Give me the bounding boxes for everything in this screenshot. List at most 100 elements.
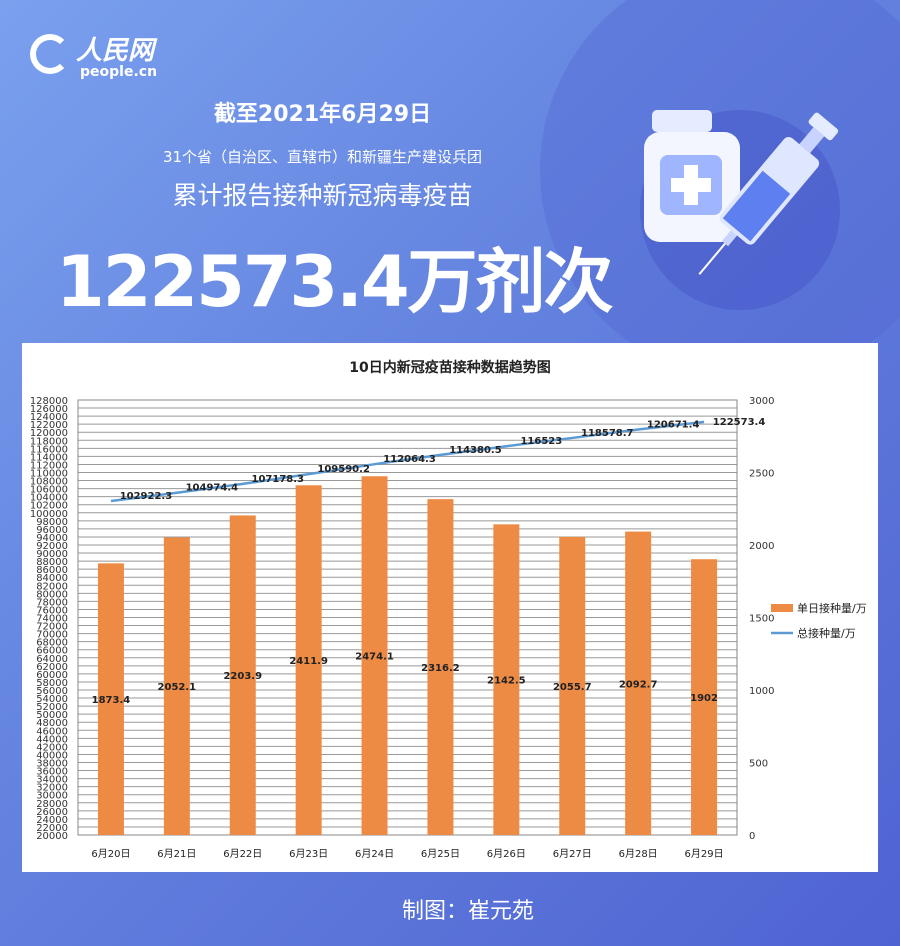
line-data-label: 107178.3 xyxy=(251,474,304,485)
left-tick-label: 34000 xyxy=(36,775,68,786)
left-tick-label: 98000 xyxy=(36,517,68,528)
left-tick-label: 22000 xyxy=(36,823,68,834)
x-tick-label: 6月21日 xyxy=(157,848,196,860)
line-data-label: 109590.2 xyxy=(317,464,370,475)
bar xyxy=(625,531,652,835)
right-tick-label: 1000 xyxy=(749,686,774,697)
left-tick-label: 20000 xyxy=(36,831,68,842)
left-tick-label: 116000 xyxy=(30,444,68,455)
plot-area xyxy=(77,399,738,836)
chart: 10日内新冠疫苗接种数据趋势图 2000022000240002600028000… xyxy=(30,359,867,860)
left-tick-label: 100000 xyxy=(30,509,68,520)
line-data-label: 118578.7 xyxy=(581,428,634,439)
scope-text: 31个省（自治区、直辖市）和新疆生产建设兵团 xyxy=(162,148,483,166)
left-tick-label: 114000 xyxy=(30,452,68,463)
x-tick-label: 6月20日 xyxy=(91,848,130,860)
left-tick-label: 44000 xyxy=(36,734,68,745)
bar xyxy=(691,559,718,835)
left-tick-label: 94000 xyxy=(36,533,68,544)
left-tick-label: 96000 xyxy=(36,525,68,536)
bar-data-label: 2142.5 xyxy=(487,676,526,687)
left-tick-label: 46000 xyxy=(36,726,68,737)
chart-panel: 10日内新冠疫苗接种数据趋势图 20000 22000 24000 26000 28000… xyxy=(22,343,878,872)
bar-data-label: 2092.7 xyxy=(619,679,658,690)
subtitle: 累计报告接种新冠病毒疫苗 xyxy=(172,181,473,210)
x-tick-label: 6月23日 xyxy=(289,848,328,860)
left-tick-label: 92000 xyxy=(36,541,68,552)
x-tick-label: 6月29日 xyxy=(685,848,724,860)
left-tick-label: 28000 xyxy=(36,799,68,810)
left-tick-label: 26000 xyxy=(36,807,68,818)
left-tick-label: 66000 xyxy=(36,646,68,657)
bar xyxy=(493,524,520,835)
bar-data-label: 2052.1 xyxy=(158,682,197,693)
left-tick-label: 122000 xyxy=(30,420,68,431)
credit: 制图：崔元苑 xyxy=(401,899,534,924)
right-tick-label: 3000 xyxy=(749,396,774,407)
bar-data-label: 2055.7 xyxy=(553,682,592,693)
bar-data-label: 2411.9 xyxy=(289,656,328,667)
logo-icon xyxy=(30,34,70,74)
line-data-label: 112064.3 xyxy=(383,454,436,465)
left-tick-label: 118000 xyxy=(30,436,68,447)
left-tick-label: 88000 xyxy=(36,557,68,568)
vaccine-syringe-illustration xyxy=(644,110,839,275)
bar xyxy=(559,536,586,835)
line-data-label: 102922.3 xyxy=(120,491,173,502)
left-tick-label: 64000 xyxy=(36,654,68,665)
left-tick-label: 50000 xyxy=(36,710,68,721)
left-tick-label: 74000 xyxy=(36,614,68,625)
left-tick-label: 112000 xyxy=(30,460,68,471)
left-tick-label: 76000 xyxy=(36,605,68,616)
line-data-label: 104974.4 xyxy=(186,483,239,494)
left-tick-label: 48000 xyxy=(36,718,68,729)
left-tick-label: 62000 xyxy=(36,662,68,673)
left-tick-label: 82000 xyxy=(36,581,68,592)
date-heading: 截至2021年6月29日 xyxy=(213,102,432,127)
left-tick-label: 38000 xyxy=(36,759,68,770)
left-tick-label: 42000 xyxy=(36,742,68,753)
x-tick-label: 6月28日 xyxy=(619,848,658,860)
bar xyxy=(361,476,388,835)
left-tick-label: 24000 xyxy=(36,815,68,826)
left-tick-label: 84000 xyxy=(36,573,68,584)
left-tick-label: 106000 xyxy=(30,485,68,496)
left-tick-label: 72000 xyxy=(36,622,68,633)
left-tick-label: 108000 xyxy=(30,477,68,488)
chart-title: 10日内新冠疫苗接种数据趋势图 xyxy=(349,359,550,376)
bar-data-label: 2316.2 xyxy=(421,663,460,674)
left-tick-label: 86000 xyxy=(36,565,68,576)
bar-data-label: 1902 xyxy=(690,693,718,704)
left-tick-label: 52000 xyxy=(36,702,68,713)
left-tick-label: 80000 xyxy=(36,589,68,600)
bar-data-label: 2474.1 xyxy=(355,652,394,663)
legend-line-label: 总接种量/万 xyxy=(797,626,856,640)
left-tick-label: 70000 xyxy=(36,630,68,641)
bar xyxy=(97,563,124,835)
left-tick-label: 90000 xyxy=(36,549,68,560)
legend-bar-swatch xyxy=(771,604,793,612)
left-tick-label: 104000 xyxy=(30,493,68,504)
left-tick-label: 78000 xyxy=(36,597,68,608)
x-tick-label: 6月24日 xyxy=(355,848,394,860)
left-tick-label: 60000 xyxy=(36,670,68,681)
total-doses: 122573.4万剂次 xyxy=(56,241,614,323)
bar-data-label: 1873.4 xyxy=(92,695,131,706)
bar xyxy=(163,537,190,835)
x-tick-label: 6月22日 xyxy=(223,848,262,860)
left-tick-label: 58000 xyxy=(36,678,68,689)
left-tick-label: 68000 xyxy=(36,638,68,649)
x-tick-label: 6月25日 xyxy=(421,848,460,860)
total-line xyxy=(110,420,705,503)
line-data-label: 122573.4 xyxy=(713,417,766,428)
left-tick-label: 120000 xyxy=(30,428,68,439)
bar xyxy=(229,515,256,835)
left-tick-label: 32000 xyxy=(36,783,68,794)
left-tick-label: 110000 xyxy=(30,469,68,480)
left-tick-label: 30000 xyxy=(36,791,68,802)
bar-data-label: 2203.9 xyxy=(223,671,262,682)
x-tick-label: 6月27日 xyxy=(553,848,592,860)
left-tick-label: 56000 xyxy=(36,686,68,697)
right-tick-label: 2500 xyxy=(749,469,774,480)
